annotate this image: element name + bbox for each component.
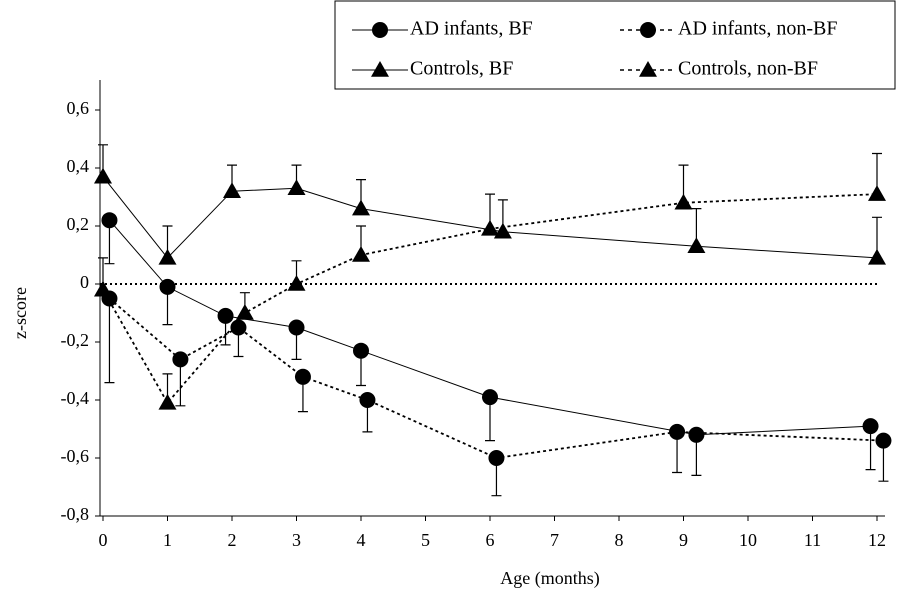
x-tick-label: 0 xyxy=(99,530,108,550)
x-tick-label: 3 xyxy=(292,530,301,550)
marker xyxy=(287,179,306,196)
x-tick-label: 1 xyxy=(163,530,172,550)
marker xyxy=(288,319,305,336)
marker xyxy=(359,392,376,408)
y-tick-label: 0 xyxy=(80,272,89,292)
x-tick-label: 4 xyxy=(357,530,366,550)
legend-marker xyxy=(640,22,656,38)
x-tick-label: 6 xyxy=(486,530,495,550)
marker xyxy=(352,246,370,262)
legend-box xyxy=(334,0,896,90)
marker xyxy=(875,432,892,449)
y-tick-label: 0,4 xyxy=(67,156,90,176)
marker xyxy=(687,237,706,254)
marker xyxy=(688,426,705,443)
x-tick-label: 10 xyxy=(739,530,757,550)
marker xyxy=(159,278,176,295)
y-tick-label: -0,6 xyxy=(61,446,90,466)
x-tick-label: 11 xyxy=(804,530,821,550)
error-bar xyxy=(104,298,115,384)
marker xyxy=(294,368,311,385)
y-tick-label: -0,4 xyxy=(61,388,90,408)
y-tick-label: -0,8 xyxy=(61,504,90,524)
marker xyxy=(862,418,879,435)
x-tick-label: 7 xyxy=(550,530,559,550)
marker xyxy=(868,248,886,265)
marker xyxy=(235,304,254,320)
marker xyxy=(482,389,498,406)
y-tick-label: 0,2 xyxy=(67,214,90,234)
marker xyxy=(158,393,177,410)
marker xyxy=(488,450,505,466)
marker xyxy=(172,351,189,368)
y-tick-label: -0,2 xyxy=(61,330,90,350)
marker xyxy=(217,307,234,324)
marker xyxy=(669,423,686,440)
legend-marker xyxy=(371,61,389,77)
legend-label: AD infants, BF xyxy=(410,18,533,40)
x-tick-label: 8 xyxy=(615,530,624,550)
legend-marker xyxy=(639,61,657,77)
marker xyxy=(353,342,369,359)
y-axis-label: z-score xyxy=(10,287,30,339)
series-line xyxy=(108,297,884,459)
marker xyxy=(868,185,886,201)
series-line xyxy=(109,219,871,436)
marker xyxy=(674,193,693,210)
marker xyxy=(94,280,112,297)
marker xyxy=(481,219,499,236)
x-tick-label: 9 xyxy=(679,530,688,550)
legend-marker xyxy=(372,22,388,38)
y-tick-label: 0,6 xyxy=(67,98,90,118)
x-tick-label: 2 xyxy=(228,530,237,550)
marker xyxy=(158,248,177,265)
marker xyxy=(352,199,370,216)
marker xyxy=(230,319,247,336)
marker xyxy=(101,212,118,229)
legend-label: Controls, non-BF xyxy=(678,58,818,80)
marker xyxy=(94,167,112,184)
x-axis-label: Age (months) xyxy=(500,568,599,589)
legend-label: AD infants, non-BF xyxy=(678,18,837,40)
x-tick-label: 12 xyxy=(868,530,886,550)
legend-label: Controls, BF xyxy=(410,58,513,80)
x-tick-label: 5 xyxy=(421,530,430,550)
marker xyxy=(223,182,241,198)
marker xyxy=(287,275,306,291)
series-line xyxy=(102,193,878,405)
series-line xyxy=(102,176,878,259)
